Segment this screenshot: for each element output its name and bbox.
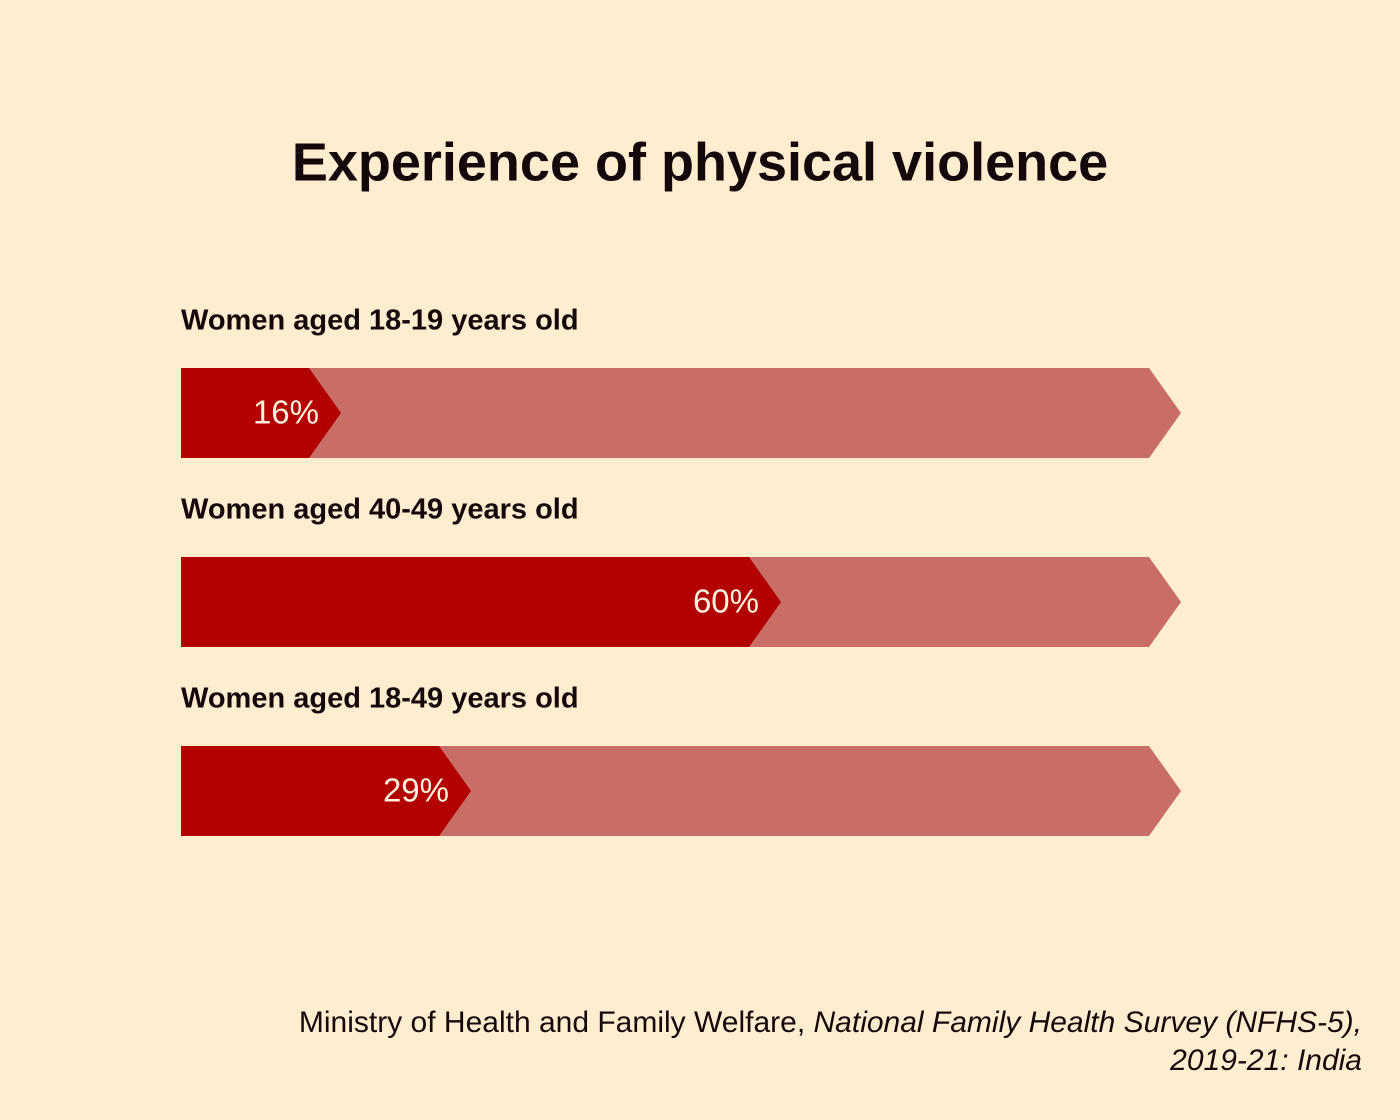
bar [181,557,781,647]
bar [181,746,471,836]
category-label: Women aged 40-49 years old [181,494,579,526]
bar [181,368,341,458]
category-label: Women aged 18-19 years old [181,305,579,337]
source-detail: 2019-21: India [1169,1044,1362,1077]
source-publisher: Ministry of Health and Family Welfare, [299,1006,805,1039]
source-line: Ministry of Health and Family Welfare, N… [299,1006,1362,1039]
bar-track [181,368,1181,458]
value-label: 29% [383,772,449,809]
category-label: Women aged 18-49 years old [181,683,579,715]
chart-title: Experience of physical violence [292,132,1108,192]
source-publication: National Family Health Survey (NFHS-5), [814,1006,1362,1039]
value-label: 60% [693,583,759,620]
value-label: 16% [253,394,319,431]
